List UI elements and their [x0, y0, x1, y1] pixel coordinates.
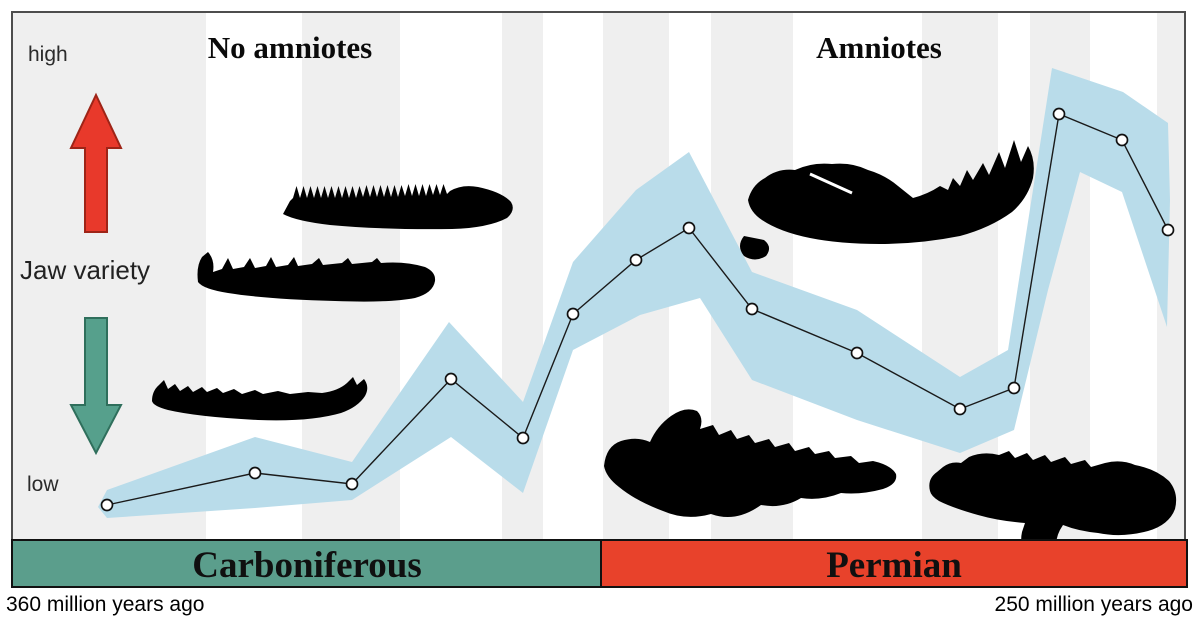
data-point: [1007, 381, 1021, 395]
jaw-silhouette-6: [929, 451, 1177, 567]
carboniferous-bar: [12, 540, 601, 587]
data-point: [682, 221, 696, 235]
data-point: [953, 402, 967, 416]
y-axis-low-label: low: [27, 473, 59, 496]
data-point: [345, 477, 359, 491]
data-point: [100, 498, 114, 512]
uncertainty-band: [98, 68, 1170, 518]
data-point: [850, 346, 864, 360]
data-point: [444, 372, 458, 386]
y-axis-high-label: high: [28, 43, 68, 66]
jaw-silhouette-1: [283, 184, 513, 230]
timeline-end-label: 250 million years ago: [995, 593, 1193, 616]
no-amniotes-heading: No amniotes: [208, 30, 372, 65]
timeline-start-label: 360 million years ago: [6, 593, 204, 616]
data-point: [248, 466, 262, 480]
data-point: [1052, 107, 1066, 121]
data-point: [566, 307, 580, 321]
data-point: [629, 253, 643, 267]
jaw-silhouette-2: [197, 252, 436, 302]
carboniferous-label: Carboniferous: [192, 545, 422, 586]
permian-bar-border: [600, 539, 1188, 588]
up-arrow-icon: [69, 92, 123, 233]
down-arrow-icon: [69, 317, 123, 456]
jaw-highlight-slash: [809, 172, 853, 195]
permian-bar: [601, 540, 1187, 587]
data-points: [100, 107, 1175, 512]
y-axis-title: Jaw variety: [20, 255, 150, 285]
jaw-silhouette-4: [740, 140, 1034, 260]
data-point: [1161, 223, 1175, 237]
permian-label: Permian: [826, 545, 962, 586]
data-point: [1115, 133, 1129, 147]
jaw-silhouette-5: [604, 409, 897, 517]
data-point: [745, 302, 759, 316]
background-stripe: [13, 12, 206, 540]
data-point: [516, 431, 530, 445]
amniotes-heading: Amniotes: [816, 30, 942, 65]
jaw-silhouette-3: [152, 377, 368, 421]
